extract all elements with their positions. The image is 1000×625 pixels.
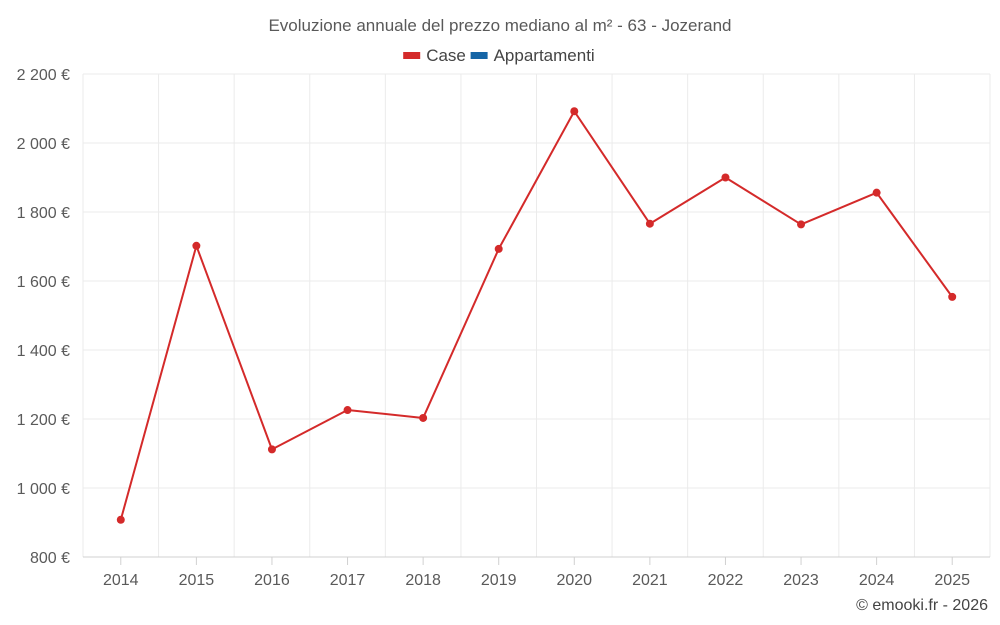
x-tick-label: 2024 <box>859 572 895 589</box>
y-tick-label: 800 € <box>30 550 70 567</box>
data-point[interactable] <box>343 406 352 415</box>
x-tick-label: 2022 <box>708 572 744 589</box>
legend-label: Appartamenti <box>494 46 595 65</box>
chart-title: Evoluzione annuale del prezzo mediano al… <box>268 16 731 35</box>
data-point[interactable] <box>116 515 125 524</box>
y-tick-label: 1 200 € <box>17 412 70 429</box>
x-tick-label: 2014 <box>103 572 139 589</box>
data-point[interactable] <box>192 241 201 250</box>
data-point[interactable] <box>948 292 957 301</box>
data-point[interactable] <box>267 445 276 454</box>
x-tick-label: 2021 <box>632 572 668 589</box>
x-tick-label: 2020 <box>556 572 592 589</box>
y-tick-label: 1 400 € <box>17 343 70 360</box>
x-tick-label: 2018 <box>405 572 441 589</box>
credit-text: © emooki.fr - 2026 <box>856 597 988 614</box>
data-point[interactable] <box>721 173 730 182</box>
data-point[interactable] <box>570 107 579 116</box>
data-point[interactable] <box>494 244 503 253</box>
data-point[interactable] <box>419 413 428 422</box>
y-tick-label: 2 200 € <box>17 67 70 84</box>
series-layer <box>116 107 957 524</box>
y-axis: 800 € 1 000 € 1 200 € 1 400 € 1 600 € 1 800 €… <box>17 67 70 567</box>
data-point[interactable] <box>797 220 806 229</box>
legend-item-appartamenti[interactable]: Appartamenti <box>470 46 595 65</box>
legend-item-case[interactable]: Case <box>403 46 466 65</box>
y-tick-label: 1 600 € <box>17 274 70 291</box>
x-tick-label: 2019 <box>481 572 517 589</box>
y-tick-label: 2 000 € <box>17 136 70 153</box>
x-tick-label: 2016 <box>254 572 290 589</box>
data-point[interactable] <box>645 219 654 228</box>
legend-swatch <box>470 52 488 59</box>
legend-label: Case <box>426 46 466 65</box>
x-tick-label: 2017 <box>330 572 366 589</box>
y-tick-label: 1 000 € <box>17 481 70 498</box>
legend-swatch <box>403 52 421 59</box>
x-axis: 2014 2015 2016 2017 2018 2019 2020 2021 2022 2023… <box>83 556 990 589</box>
x-tick-label: 2015 <box>179 572 215 589</box>
data-point[interactable] <box>872 188 881 197</box>
y-tick-label: 1 800 € <box>17 205 70 222</box>
x-tick-label: 2023 <box>783 572 819 589</box>
x-tick-label: 2025 <box>934 572 970 589</box>
grid <box>82 73 991 557</box>
series-line-case <box>119 110 954 521</box>
legend: Case Appartamenti <box>403 46 595 65</box>
